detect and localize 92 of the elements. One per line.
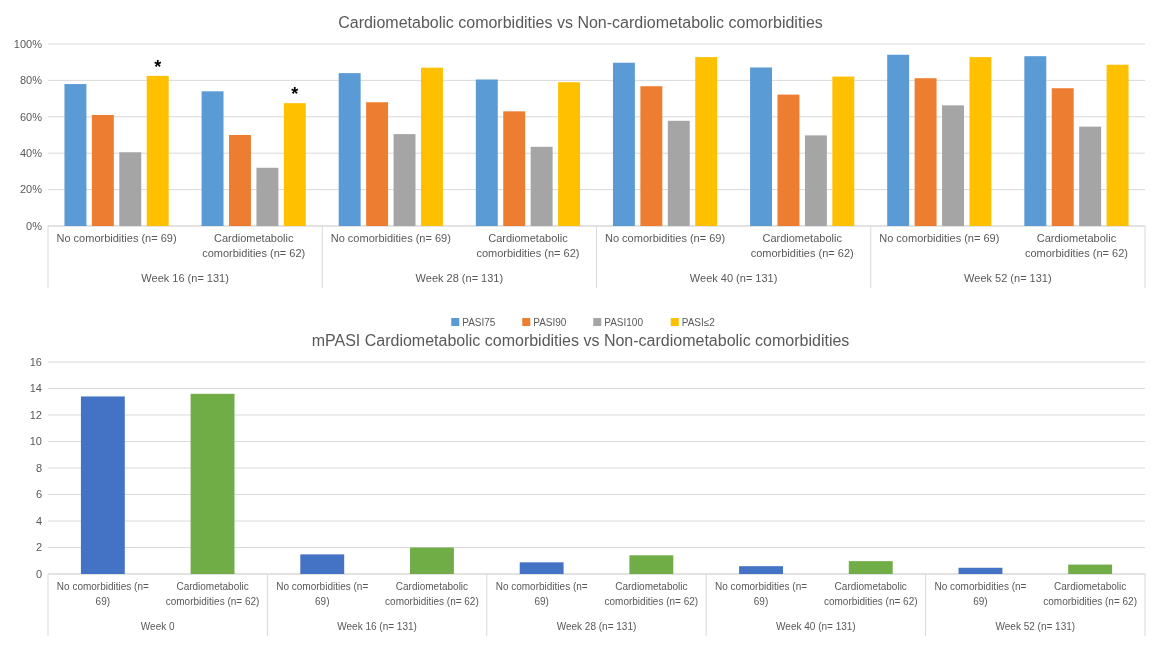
x-tick-label: Cardiometabolic comorbidities (n= 62): [165, 581, 260, 607]
y-tick-label: 8: [35, 461, 42, 474]
x-tick-label: Cardiometabolic comorbidities (n= 62): [750, 232, 854, 259]
x-tick-label: No comorbidities (n= 69): [604, 232, 726, 244]
text: Week 52 (n= 131): [995, 621, 1076, 632]
chart-title: Cardiometabolic comorbidities vs Non-cardiometabolic comorbidities: [338, 14, 823, 31]
x-tick-label: No comorbidities (n= 69): [330, 232, 451, 244]
bar: [832, 76, 855, 226]
y-tick-label: 4: [35, 514, 42, 527]
x-tick-label: No comorbidities (n= 69): [934, 581, 1027, 607]
x-tick-label: No comorbidities (n= 69): [495, 581, 588, 607]
bar: [146, 75, 169, 226]
text: Week 28 (n= 131): [556, 621, 637, 632]
bar: [750, 67, 773, 226]
bar: [914, 78, 937, 226]
x-tick-label: Cardiometabolic comorbidities (n= 62): [385, 581, 479, 607]
bar: [283, 103, 306, 226]
y-tick-label: 14: [29, 382, 42, 395]
text: Week 40 (n= 131): [689, 272, 778, 284]
x-tick-label: No comorbidities (n= 69): [879, 232, 1000, 244]
y-tick-label: 80%: [19, 74, 43, 87]
bar: [958, 567, 1003, 574]
text: Week 16 (n= 131): [337, 621, 417, 632]
text: Week 16 (n= 131): [141, 272, 229, 284]
x-tick-label: No comorbidities (n= 69): [715, 581, 808, 607]
bar: [1068, 564, 1113, 574]
bar: [338, 73, 361, 226]
bar: [229, 135, 251, 226]
x-tick-label: Cardiometabolic comorbidities (n= 62): [476, 232, 580, 259]
y-tick-label: 10: [29, 435, 42, 448]
x-tick-label: Cardiometabolic comorbidities (n= 62): [1024, 232, 1128, 259]
y-tick-label: 40%: [19, 147, 43, 160]
y-tick-label: 0%: [26, 219, 43, 232]
bar: [1079, 126, 1102, 226]
bar: [475, 79, 498, 226]
bar: [739, 566, 783, 574]
x-tick-label: Cardiometabolic comorbidities (n= 62): [823, 581, 918, 607]
y-tick-label: 0: [35, 567, 42, 580]
bar: [612, 62, 635, 226]
x-tick-label: No comorbidities (n= 69): [276, 581, 369, 607]
bar: [366, 102, 389, 226]
legend-label: PASI≤2: [681, 316, 716, 328]
data-label: *: [154, 56, 162, 77]
text: Week 52 (n= 131): [964, 272, 1052, 284]
bar: [201, 91, 224, 226]
bar: [420, 67, 443, 226]
bar: [503, 111, 526, 226]
bar: [1051, 88, 1074, 226]
y-tick-label: 20%: [19, 183, 43, 196]
y-tick-label: 16: [29, 355, 42, 368]
bar: [519, 562, 564, 574]
bar: [558, 82, 581, 226]
bar: [80, 396, 125, 574]
y-tick-label: 100%: [13, 37, 43, 50]
y-tick-label: 2: [35, 541, 42, 554]
text: Week 0: [140, 621, 175, 632]
bar: [640, 86, 663, 226]
y-tick-label: 6: [35, 488, 42, 501]
legend-label: PASI100: [604, 316, 644, 328]
bar: [804, 135, 827, 226]
chart-title: mPASI Cardiometabolic comorbidities vs Non-cardiometabolic comorbidities: [311, 332, 850, 349]
bar: [887, 54, 910, 226]
bar: [300, 554, 345, 574]
bar: [530, 146, 553, 226]
bar: [256, 167, 279, 226]
text: Week 40 (n= 131): [776, 621, 856, 632]
bar: [777, 94, 800, 226]
y-tick-label: 12: [29, 408, 42, 421]
bar: [969, 57, 992, 226]
bar: [695, 57, 718, 226]
bar: [848, 561, 893, 574]
x-tick-label: Cardiometabolic comorbidities (n= 62): [604, 581, 699, 607]
y-tick-label: 60%: [19, 110, 43, 123]
text: Week 28 (n= 131): [415, 272, 504, 284]
bar: [64, 84, 87, 226]
bar: [119, 152, 142, 226]
legend-label: PASI75: [462, 316, 496, 328]
bar: [667, 120, 690, 226]
x-tick-label: Cardiometabolic comorbidities (n= 62): [1043, 581, 1137, 607]
bar: [1024, 56, 1047, 226]
data-label: *: [291, 84, 299, 105]
x-tick-label: No comorbidities (n= 69): [56, 232, 177, 244]
x-tick-label: Cardiometabolic comorbidities (n= 62): [202, 232, 306, 259]
bar: [91, 114, 114, 226]
legend-label: PASI90: [533, 316, 567, 328]
bar: [410, 547, 454, 574]
bar: [942, 105, 964, 226]
bar: [393, 134, 416, 226]
bar: [190, 393, 235, 574]
bar: [629, 555, 674, 574]
bar: [1106, 64, 1129, 226]
x-tick-label: No comorbidities (n= 69): [56, 581, 149, 607]
